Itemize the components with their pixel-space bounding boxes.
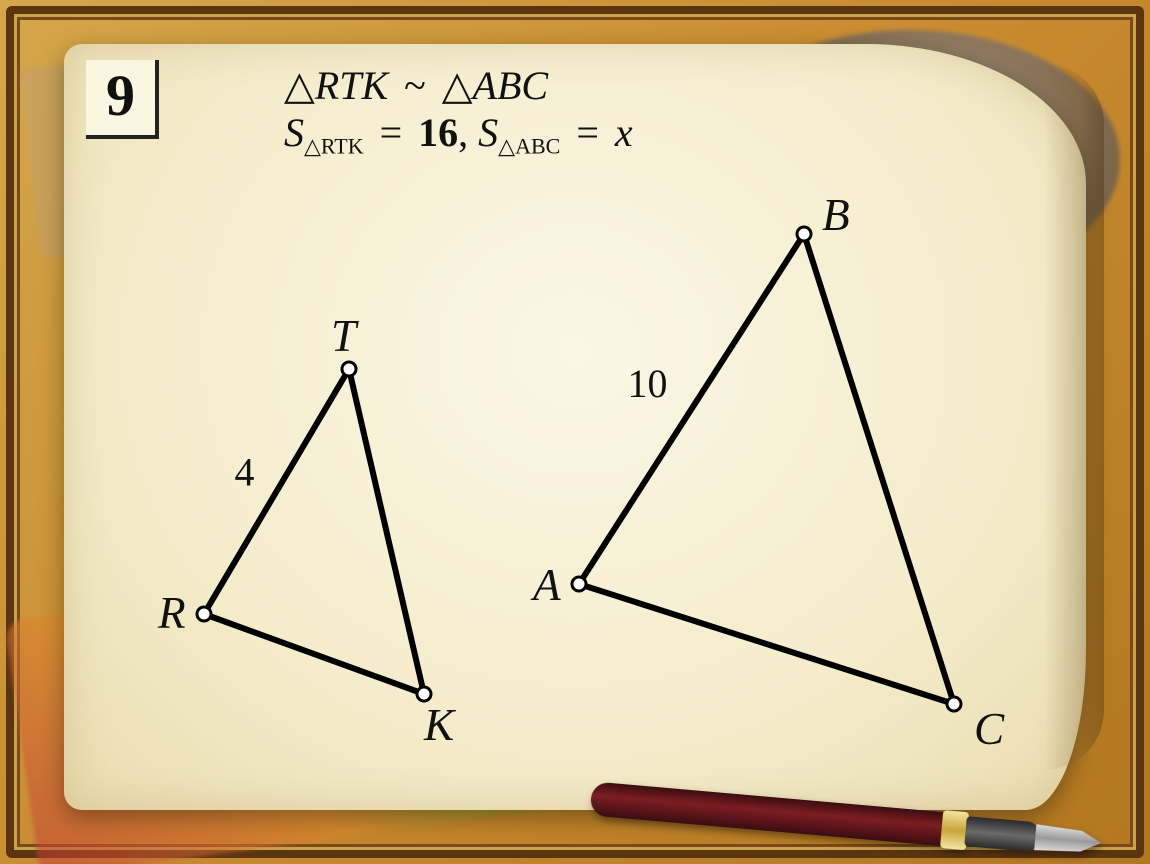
- vertex-a: [572, 577, 586, 591]
- problem-number: 9: [106, 63, 135, 128]
- triangles-diagram: R T K 4 A B C 10: [84, 194, 1084, 774]
- vertex-label-k: K: [423, 700, 457, 750]
- area-abc-value: x: [615, 110, 633, 155]
- triangle-abc: [579, 234, 954, 704]
- sub-rtk-text: RTK: [321, 134, 364, 159]
- area-symbol-1: S: [284, 110, 304, 155]
- vertex-label-t: T: [331, 311, 359, 361]
- vertex-c: [947, 697, 961, 711]
- side-label-10: 10: [628, 361, 668, 406]
- delta-symbol: △: [284, 63, 315, 108]
- decorative-frame: 9 △RTK ~ △ABC S△RTK = 16, S△ABC = x RTK4…: [0, 0, 1150, 864]
- vertex-b: [797, 227, 811, 241]
- vertex-t: [342, 362, 356, 376]
- equals-1: =: [374, 110, 409, 155]
- similar-symbol: ~: [398, 63, 432, 108]
- area-sub-abc: △ABC: [498, 134, 560, 159]
- problem-number-badge: 9: [86, 60, 159, 139]
- area-symbol-2: S: [478, 110, 498, 155]
- vertex-label-a: A: [530, 560, 561, 610]
- equals-2: =: [570, 110, 605, 155]
- vertex-label-b: B: [822, 194, 850, 240]
- vertex-r: [197, 607, 211, 621]
- triangle-rtk: [204, 369, 424, 694]
- vertex-label-c: C: [974, 704, 1005, 754]
- area-rtk-value: 16: [418, 110, 458, 155]
- parchment-scroll: 9 △RTK ~ △ABC S△RTK = 16, S△ABC = x RTK4…: [64, 44, 1086, 810]
- problem-statement: △RTK ~ △ABC S△RTK = 16, S△ABC = x: [284, 62, 633, 160]
- sub-abc-text: ABC: [515, 134, 560, 159]
- statement-line-1: △RTK ~ △ABC: [284, 62, 633, 109]
- vertex-k: [417, 687, 431, 701]
- comma: ,: [458, 110, 478, 155]
- vertex-label-r: R: [157, 588, 186, 638]
- triangle-rtk-name: RTK: [315, 63, 388, 108]
- triangle-abc-name: ABC: [473, 63, 549, 108]
- area-sub-rtk: △RTK: [304, 134, 364, 159]
- side-label-4: 4: [235, 450, 255, 495]
- delta-symbol-2: △: [442, 63, 473, 108]
- statement-line-2: S△RTK = 16, S△ABC = x: [284, 109, 633, 160]
